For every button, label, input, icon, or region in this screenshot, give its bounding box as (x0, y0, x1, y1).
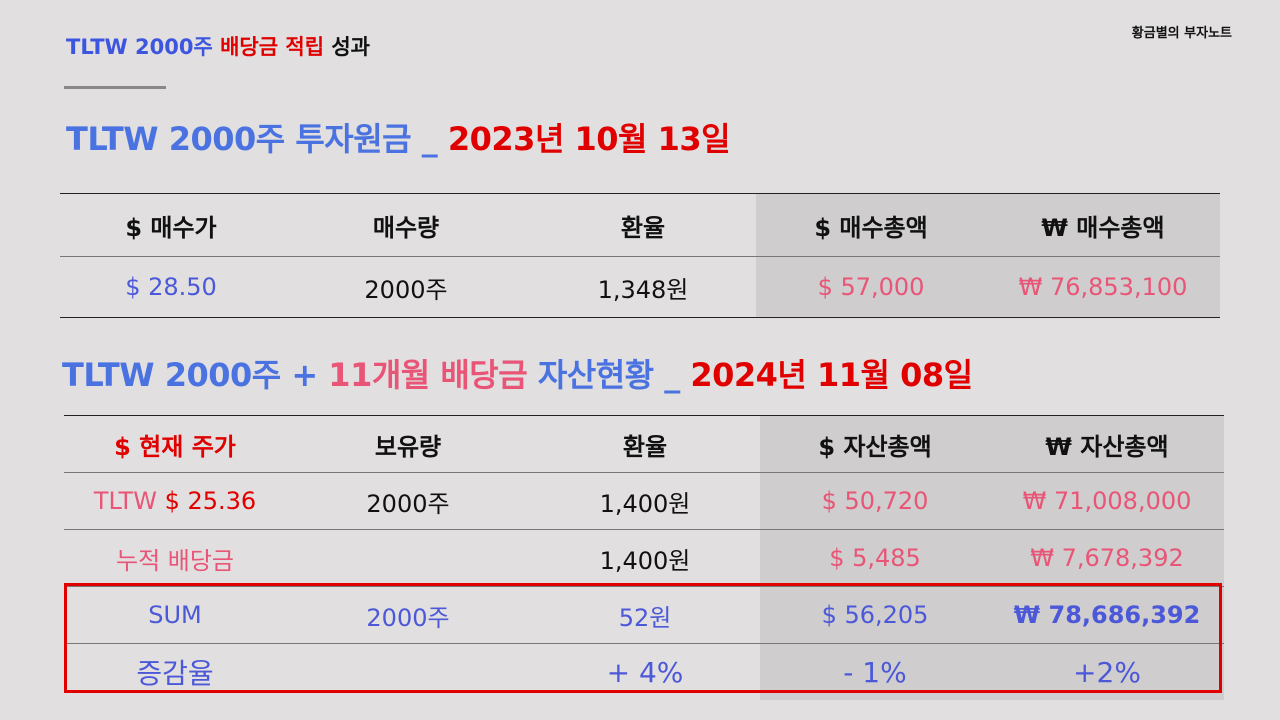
header-cell: ₩ 자산총액 (990, 415, 1224, 473)
header-cell: 매수량 (282, 193, 530, 257)
qty-cell (286, 529, 530, 587)
price-label: $ 25.36 (164, 487, 257, 515)
header-cell: $ 현재 주가 (64, 415, 286, 473)
slide-title-part1: TLTW 2000주 (66, 35, 213, 59)
krw-total-cell: ₩ 71,008,000 (990, 472, 1224, 530)
label-cell: TLTW $ 25.36 (64, 472, 286, 530)
qty-cell (286, 644, 530, 701)
header-cell: $ 매수총액 (756, 193, 986, 257)
section1-heading-part1: TLTW 2000주 투자원금 _ (66, 120, 448, 158)
usd-total-cell: $ 57,000 (756, 256, 986, 318)
usd-total-cell: $ 56,205 (760, 586, 990, 644)
asset-table: $ 현재 주가 보유량 환율 $ 자산총액 ₩ 자산총액 TLTW $ 25.3… (64, 415, 1224, 700)
section2-heading: TLTW 2000주 + 11개월 배당금 자산현황 _ 2024년 11월 0… (62, 350, 973, 396)
qty-cell: 2000주 (286, 586, 530, 644)
brand-label: 황금별의 부자노트 (1131, 26, 1232, 41)
buy-qty-cell: 2000주 (364, 275, 448, 304)
header-cell: 환율 (530, 415, 760, 473)
slide-title-part2: 배당금 적립 (220, 35, 325, 59)
section2-heading-part1: TLTW 2000주 + (62, 356, 329, 394)
section2-heading-part3: 자산현황 _ (527, 356, 691, 394)
fx-change-cell: + 4% (606, 655, 684, 689)
buy-price-cell: $ 28.50 (125, 273, 217, 301)
fx-rate-cell: 1,400원 (530, 472, 760, 530)
header-cell: 환율 (530, 193, 756, 257)
section1-heading: TLTW 2000주 투자원금 _ 2023년 10월 13일 (66, 114, 731, 160)
header-cell: ₩ 매수총액 (986, 193, 1220, 257)
header-cell: $ 자산총액 (760, 415, 990, 473)
krw-total-cell: ₩ 78,686,392 (990, 586, 1224, 644)
table-header-row: $ 매수가 매수량 환율 $ 매수총액 ₩ 매수총액 (60, 193, 1220, 257)
section2-heading-date: 2024년 11월 08일 (690, 356, 973, 394)
krw-total-cell: ₩ 7,678,392 (990, 529, 1224, 587)
header-cell: $ 매수가 (60, 193, 282, 257)
slide-title: TLTW 2000주 배당금 적립 성과 (66, 31, 370, 61)
table-row: $ 28.50 2000주 1,348원 $ 57,000 ₩ 76,853,1… (60, 256, 1220, 318)
title-divider (64, 86, 166, 89)
usd-total-cell: $ 50,720 (760, 472, 990, 530)
fx-rate-cell: 1,400원 (530, 529, 760, 587)
section2-heading-part2: 11개월 배당금 (328, 356, 528, 394)
fx-rate-cell: 1,348원 (597, 275, 689, 304)
table-header-row: $ 현재 주가 보유량 환율 $ 자산총액 ₩ 자산총액 (64, 415, 1224, 473)
label-cell: 누적 배당금 (64, 529, 286, 587)
label-cell: 증감율 (136, 657, 214, 690)
slide-title-part3: 성과 (331, 35, 370, 59)
qty-cell: 2000주 (286, 472, 530, 530)
label-cell: SUM (64, 586, 286, 644)
change-rate-row: 증감율 + 4% - 1% +2% (64, 643, 1224, 701)
table-row: 누적 배당금 1,400원 $ 5,485 ₩ 7,678,392 (64, 529, 1224, 587)
investment-table: $ 매수가 매수량 환율 $ 매수총액 ₩ 매수총액 $ 28.50 2000주… (60, 193, 1220, 318)
fx-rate-cell: 52원 (530, 586, 760, 644)
krw-total-cell: ₩ 76,853,100 (986, 256, 1220, 318)
table-row: TLTW $ 25.36 2000주 1,400원 $ 50,720 ₩ 71,… (64, 472, 1224, 530)
section1-heading-date: 2023년 10월 13일 (447, 120, 731, 158)
krw-change-cell: +2% (990, 643, 1224, 700)
usd-change-cell: - 1% (760, 643, 990, 700)
header-cell: 보유량 (286, 415, 530, 473)
sum-row: SUM 2000주 52원 $ 56,205 ₩ 78,686,392 (64, 586, 1224, 644)
usd-total-cell: $ 5,485 (760, 529, 990, 587)
ticker-label: TLTW (93, 487, 165, 515)
